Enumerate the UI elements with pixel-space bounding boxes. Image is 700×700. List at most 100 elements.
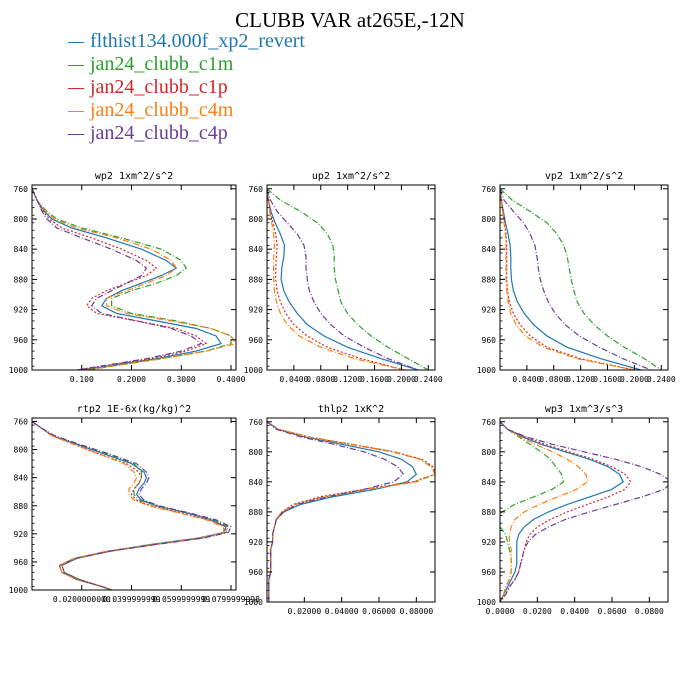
legend-label: jan24_clubb_c1m — [90, 53, 234, 75]
y-tick-label: 880 — [482, 275, 497, 284]
legend-label: jan24_clubb_c4p — [90, 122, 228, 144]
y-tick-label: 800 — [482, 448, 497, 457]
series-line — [500, 188, 662, 370]
series-line — [32, 188, 208, 370]
x-tick-label: 0.2400 — [414, 375, 443, 384]
y-tick-label: 840 — [482, 478, 497, 487]
series-line — [32, 421, 232, 590]
y-tick-label: 920 — [482, 306, 497, 315]
x-tick-label: 0.06000 — [362, 607, 396, 616]
y-tick-label: 800 — [14, 446, 29, 455]
x-tick-label: 0.0200 — [523, 607, 552, 616]
x-tick-label: 0.3000 — [167, 375, 196, 384]
x-tick-label: 0.2400 — [647, 375, 676, 384]
series-line — [500, 421, 589, 602]
y-tick-label: 880 — [249, 275, 264, 284]
series-line — [267, 421, 418, 602]
y-tick-label: 920 — [14, 530, 29, 539]
x-tick-label: 0.2000 — [117, 375, 146, 384]
legend-label: jan24_clubb_c1p — [90, 76, 228, 98]
y-tick-label: 1000 — [244, 366, 263, 375]
series-line — [32, 421, 225, 590]
x-tick-label: 0.4000 — [217, 375, 246, 384]
series-line — [267, 421, 405, 602]
x-tick-label: 0.2000 — [620, 375, 649, 384]
x-tick-label: 0.0800 — [635, 607, 664, 616]
panel-title: wp2 1xm^2/s^2 — [95, 171, 173, 182]
y-tick-label: 960 — [482, 568, 497, 577]
y-tick-label: 960 — [14, 558, 29, 567]
series-line — [267, 188, 429, 370]
x-tick-label: 0.0799999998 — [202, 595, 260, 604]
y-tick-label: 1000 — [244, 598, 263, 607]
y-tick-label: 920 — [482, 538, 497, 547]
y-tick-label: 760 — [482, 185, 497, 194]
series-line — [500, 188, 652, 370]
x-tick-label: 0.0000 — [486, 607, 515, 616]
plot-frame — [499, 184, 669, 371]
legend-entry: jan24_clubb_c1m — [68, 53, 305, 76]
legend-swatch — [68, 88, 84, 89]
x-tick-label: 0.1200 — [333, 375, 362, 384]
x-tick-label: 0.1200 — [566, 375, 595, 384]
panel-title: up2 1xm^2/s^2 — [312, 171, 390, 182]
legend-entry: jan24_clubb_c4m — [68, 99, 305, 122]
series-line — [500, 421, 624, 602]
x-tick-label: 0.04000 — [325, 607, 359, 616]
plot-frame — [31, 184, 237, 371]
x-tick-label: 0.0800 — [306, 375, 335, 384]
y-tick-label: 1000 — [9, 366, 28, 375]
x-tick-label: 0.0400 — [512, 375, 541, 384]
legend-label: jan24_clubb_c4m — [90, 99, 234, 121]
panel-title: thlp2 1xK^2 — [318, 404, 384, 415]
x-tick-label: 0.08000 — [399, 607, 433, 616]
series-line — [500, 188, 642, 370]
x-tick-label: 0.0599999999 — [152, 595, 210, 604]
chart-panel: wp2 1xm^2/s^2 760 800 840 880 920 960 1000 0.100… — [9, 171, 246, 384]
x-tick-label: 0.1600 — [593, 375, 622, 384]
y-tick-label: 880 — [249, 508, 264, 517]
legend-swatch — [68, 134, 84, 135]
y-tick-label: 880 — [482, 508, 497, 517]
page-title: CLUBB VAR at265E,-12N — [235, 8, 465, 32]
x-tick-label: 0.0200000000 — [53, 595, 111, 604]
y-tick-label: 760 — [249, 418, 264, 427]
series-line — [500, 188, 635, 370]
x-tick-label: 0.02000 — [287, 607, 321, 616]
y-tick-label: 920 — [249, 538, 264, 547]
chart-panel: thlp2 1xK^2 760 800 840 880 920 960 1000 0.02000… — [244, 404, 436, 616]
y-tick-label: 840 — [482, 245, 497, 254]
series-line — [32, 188, 203, 370]
y-tick-label: 840 — [14, 474, 29, 483]
y-tick-label: 1000 — [477, 366, 496, 375]
y-tick-label: 880 — [14, 275, 29, 284]
y-tick-label: 920 — [249, 306, 264, 315]
series-line — [500, 188, 635, 370]
chart-panel: wp3 1xm^3/s^3 760 800 840 880 920 960 10000.000… — [477, 404, 669, 616]
y-tick-label: 800 — [14, 215, 29, 224]
series-line — [32, 188, 223, 370]
x-tick-label: 0.100 — [70, 375, 94, 384]
y-tick-label: 1000 — [477, 598, 496, 607]
chart-panel: vp2 1xm^2/s^2 760 800 840 880 920 960 1000 0.040… — [477, 171, 676, 384]
panel-title: rtp2 1E-6x(kg/kg)^2 — [77, 404, 191, 415]
legend-swatch — [68, 42, 84, 43]
legend-swatch — [68, 65, 84, 66]
legend-swatch — [68, 111, 84, 112]
x-tick-label: 0.0800 — [539, 375, 568, 384]
series-line — [32, 421, 227, 590]
series-line — [267, 188, 419, 370]
series-line — [267, 421, 435, 602]
y-tick-label: 760 — [14, 418, 29, 427]
plot-frame — [266, 417, 436, 603]
x-tick-label: 0.1600 — [360, 375, 389, 384]
series-line — [500, 421, 632, 602]
plot-frame — [31, 417, 237, 591]
series-line — [500, 421, 565, 602]
x-tick-label: 0.0400 — [279, 375, 308, 384]
y-tick-label: 1000 — [9, 586, 28, 595]
legend-entry: jan24_clubb_c1p — [68, 76, 305, 99]
y-tick-label: 960 — [482, 336, 497, 345]
panel-title: wp3 1xm^3/s^3 — [545, 404, 623, 415]
